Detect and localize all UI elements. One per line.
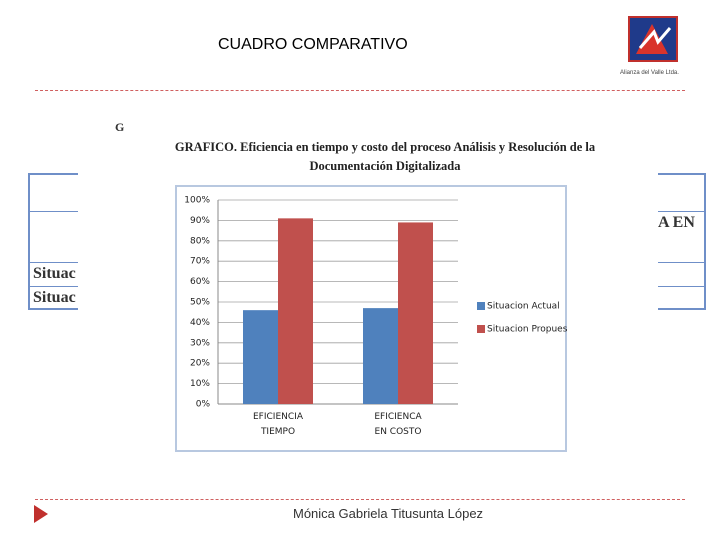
x-tick-label-box: EFICIENCA EN COSTO [374,412,422,437]
bar [278,218,313,404]
bar [363,308,398,404]
legend-swatch [477,302,485,310]
legend-label: Situacion Actual [487,302,560,312]
logo-text: Alianza del Valle Ltda. [620,70,679,76]
y-tick-label: 80% [190,236,210,246]
y-tick-label: 40% [190,318,210,328]
y-tick-label: 90% [190,216,210,226]
table-fragment: Situac [33,289,76,306]
legend-label: Situacion Propuesta [487,325,567,335]
logo-mark [636,24,672,54]
y-tick-label: 60% [190,277,210,287]
footer: Mónica Gabriela Titusunta López [293,506,484,521]
nav-arrow[interactable] [34,505,48,523]
y-tick-label: 50% [190,298,210,308]
y-tick-label: 20% [190,359,210,369]
x-tick-label: EFICIENCA EN COSTO [374,412,422,437]
legend-swatch [477,325,485,333]
x-tick-label-box: EFICIENCIA TIEMPO [253,412,303,437]
bar [243,310,278,404]
y-tick-label: 10% [190,379,210,389]
y-tick-label: 0% [196,400,211,410]
table-fragment: G [115,120,125,134]
divider [35,499,685,500]
y-tick-label: 100% [184,196,210,206]
y-tick-label: 30% [190,338,210,348]
y-tick-label: 70% [190,257,210,267]
bar [398,222,433,404]
chart-title: GRAFICO. Eficiencia en tiempo y costo de… [174,140,596,173]
x-tick-label: EFICIENCIA TIEMPO [253,412,303,437]
table-fragment: A EN [658,214,695,231]
divider [35,90,685,91]
chart: 0% 10% 20% 30% 40% 50% 60% 70% 80% 90% 100% EFICIEN… [175,185,567,452]
table-fragment: Situac [33,265,76,282]
logo [628,16,678,62]
heading: CUADRO COMPARATIVO [218,36,408,53]
